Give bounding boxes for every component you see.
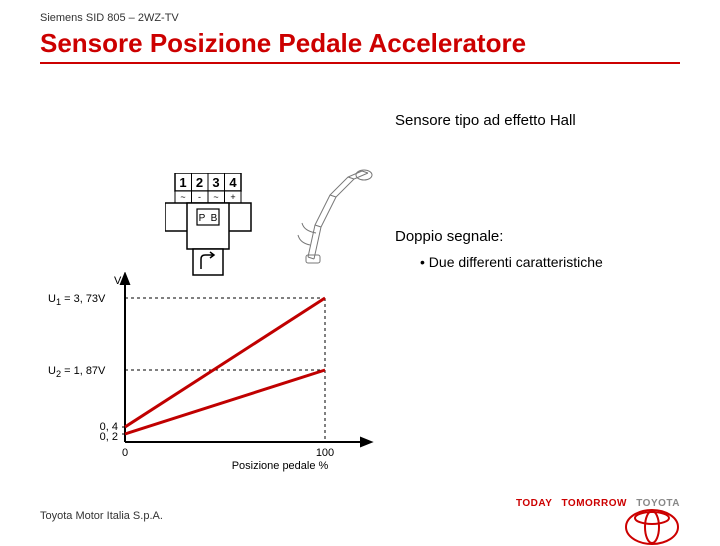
svg-text:-: - — [198, 192, 201, 202]
svg-text:4: 4 — [229, 175, 237, 190]
slogan-tomorrow: TOMORROW — [561, 498, 626, 509]
svg-text:0, 2: 0, 2 — [100, 431, 118, 443]
sensor-type-text: Sensore tipo ad effetto Hall — [395, 112, 576, 129]
svg-text:0: 0 — [122, 447, 128, 459]
dual-signal-text: Doppio segnale: — [395, 228, 503, 245]
voltage-chart: V 0, 4 0, 2 0 100 Posizione pedale % — [70, 272, 380, 472]
svg-text:1: 1 — [179, 175, 186, 190]
svg-text:P: P — [199, 213, 206, 224]
svg-text:B: B — [211, 213, 218, 224]
u2-label: U2 = 1, 87V — [48, 365, 105, 379]
header-sub: Siemens SID 805 – 2WZ-TV — [40, 12, 179, 24]
x-axis-label: Posizione pedale % — [232, 460, 329, 472]
svg-text:3: 3 — [212, 175, 219, 190]
svg-text:~: ~ — [180, 192, 185, 202]
connector-diagram: 1 2 3 4 ~ - ~ + P B — [165, 173, 255, 283]
slogan-today: TODAY — [516, 498, 552, 509]
svg-text:2: 2 — [196, 175, 203, 190]
svg-text:100: 100 — [316, 447, 334, 459]
footer-company: Toyota Motor Italia S.p.A. — [40, 510, 163, 522]
y-axis-label: V — [114, 275, 122, 287]
svg-text:~: ~ — [213, 192, 218, 202]
page-title: Sensore Posizione Pedale Acceleratore — [40, 28, 526, 59]
toyota-logo-icon — [624, 508, 680, 546]
u1-label: U1 = 3, 73V — [48, 293, 105, 307]
pedal-illustration — [290, 165, 385, 270]
svg-text:+: + — [230, 192, 235, 202]
bullet-1: • Due differenti caratteristiche — [420, 254, 603, 270]
title-underline — [40, 62, 680, 64]
